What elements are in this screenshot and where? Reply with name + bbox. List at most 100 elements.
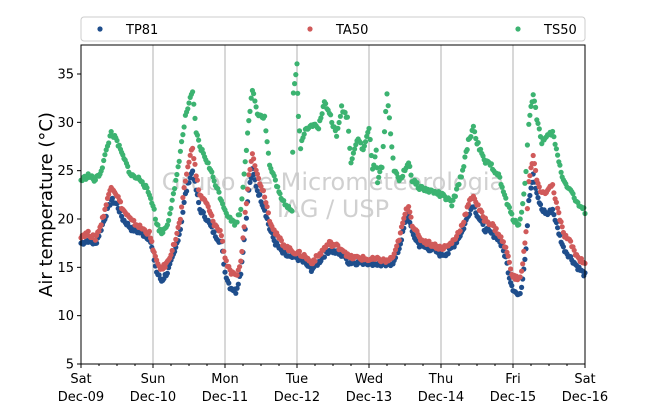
point-TA50 — [550, 182, 556, 188]
point-TA50 — [551, 190, 557, 196]
point-TA50 — [238, 258, 244, 264]
point-TA50 — [312, 258, 318, 264]
point-TS50 — [242, 159, 248, 165]
point-TA50 — [528, 165, 534, 171]
point-TS50 — [342, 109, 348, 116]
point-TA50 — [408, 214, 414, 220]
point-TP81 — [445, 251, 451, 257]
y-tick-label-20: 20 — [57, 213, 74, 228]
point-TS50 — [407, 163, 413, 169]
point-TS50 — [523, 168, 529, 175]
point-TA50 — [520, 261, 526, 267]
point-TA50 — [463, 211, 469, 217]
point-TS50 — [293, 72, 299, 78]
point-TP81 — [560, 244, 567, 250]
point-TP81 — [247, 179, 253, 185]
point-TS50 — [181, 124, 187, 130]
point-TP81 — [164, 270, 170, 276]
point-TA50 — [402, 211, 408, 217]
x-tick-date-4: Dec-13 — [346, 390, 392, 405]
point-TS50 — [246, 118, 252, 124]
point-TA50 — [174, 230, 180, 236]
point-TA50 — [103, 202, 109, 208]
point-TS50 — [400, 173, 406, 179]
point-TS50 — [106, 140, 112, 146]
point-TA50 — [177, 216, 183, 222]
point-TP81 — [156, 272, 162, 278]
y-tick-label-25: 25 — [57, 164, 74, 179]
legend-marker-TA50 — [307, 26, 313, 32]
point-TS50 — [190, 89, 196, 95]
point-TA50 — [193, 173, 199, 179]
point-TA50 — [508, 266, 514, 272]
point-TA50 — [240, 235, 246, 241]
point-TA50 — [461, 219, 467, 225]
point-TP81 — [251, 171, 257, 178]
point-TS50 — [533, 104, 539, 110]
point-TS50 — [172, 186, 178, 192]
point-TS50 — [114, 137, 120, 144]
point-TA50 — [102, 206, 108, 212]
y-tick-label-15: 15 — [57, 261, 74, 276]
point-TA50 — [185, 164, 191, 170]
point-TP81 — [180, 209, 186, 215]
legend-label-TA50: TA50 — [335, 23, 368, 38]
point-TA50 — [186, 159, 192, 165]
point-TS50 — [358, 140, 364, 146]
point-TA50 — [181, 185, 187, 191]
point-TS50 — [379, 164, 385, 171]
point-TS50 — [408, 172, 414, 178]
point-TS50 — [581, 205, 587, 211]
x-tick-date-7: Dec-16 — [562, 390, 608, 405]
x-tick-day-7: Sat — [574, 372, 595, 387]
point-TS50 — [377, 169, 383, 175]
point-TS50 — [336, 119, 342, 126]
point-TS50 — [319, 111, 325, 117]
y-tick-label-10: 10 — [57, 309, 74, 324]
point-TS50 — [366, 125, 372, 132]
point-TS50 — [101, 157, 107, 164]
point-TS50 — [527, 112, 533, 118]
point-TS50 — [381, 129, 388, 135]
point-TS50 — [470, 123, 476, 129]
point-TS50 — [174, 171, 180, 178]
point-TS50 — [516, 222, 522, 228]
legend-box — [80, 16, 586, 42]
point-TA50 — [260, 188, 266, 194]
point-TA50 — [172, 241, 178, 247]
point-TS50 — [169, 197, 175, 203]
point-TS50 — [386, 115, 392, 121]
point-TA50 — [523, 229, 529, 235]
point-TS50 — [108, 129, 114, 135]
point-TA50 — [527, 173, 533, 179]
point-TA50 — [191, 156, 197, 162]
point-TS50 — [196, 137, 202, 143]
point-TS50 — [535, 120, 541, 126]
point-TS50 — [220, 201, 226, 207]
y-axis: 5 10 15 20 25 30 35 — [57, 68, 81, 373]
point-TA50 — [263, 200, 269, 206]
point-TA50 — [265, 210, 271, 216]
point-TA50 — [187, 152, 193, 158]
point-TS50 — [253, 104, 259, 110]
point-TS50 — [179, 139, 185, 145]
point-TA50 — [239, 248, 245, 255]
point-TA50 — [318, 251, 324, 257]
point-TP81 — [181, 199, 187, 205]
point-TP81 — [527, 192, 533, 199]
point-TS50 — [151, 206, 157, 212]
point-TS50 — [209, 169, 215, 175]
point-TA50 — [162, 264, 168, 270]
point-TS50 — [292, 81, 298, 87]
x-tick-date-6: Dec-15 — [490, 390, 536, 405]
point-TP81 — [519, 284, 525, 290]
point-TA50 — [475, 202, 481, 208]
point-TS50 — [99, 165, 105, 171]
point-TA50 — [104, 195, 111, 201]
point-TA50 — [218, 233, 224, 239]
point-TA50 — [465, 201, 471, 208]
point-TS50 — [185, 106, 191, 112]
point-TS50 — [272, 177, 278, 183]
point-TA50 — [173, 236, 179, 242]
point-TA50 — [578, 256, 585, 262]
